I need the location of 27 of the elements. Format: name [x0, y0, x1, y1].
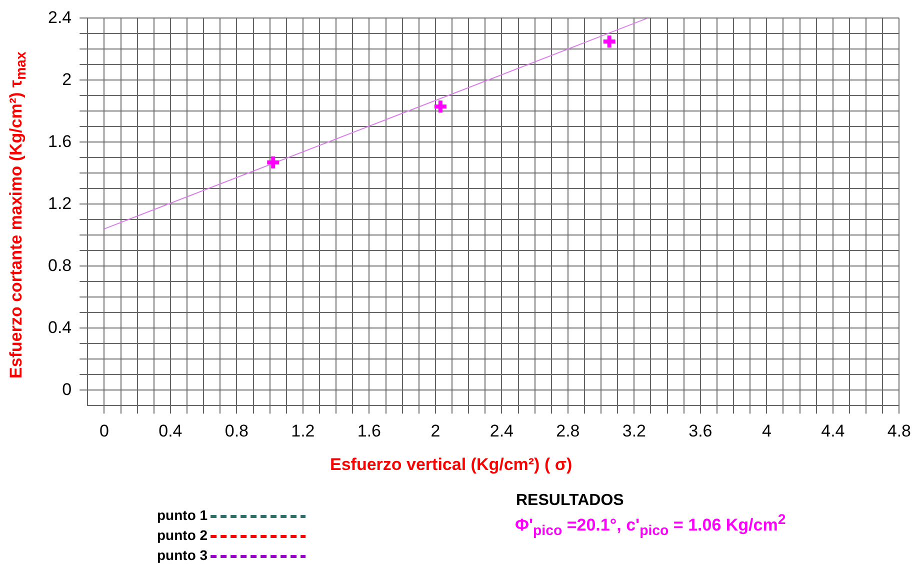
x-tick-label: 3.2 — [622, 421, 646, 440]
legend-label: punto 3 — [157, 546, 208, 563]
y-tick-label: 2.4 — [48, 8, 72, 27]
y-tick-label: 0 — [62, 380, 72, 399]
y-tick-label: 0.8 — [48, 256, 72, 275]
text: Φ'$_{pico}$ =20.1°, c'$_{pico}$ = 1.06 Kg/cm$^{2}$ — [515, 512, 786, 540]
y-tick-label: 2 — [62, 70, 72, 89]
x-tick-label: 0 — [99, 421, 109, 440]
x-tick-label: 4.4 — [821, 421, 845, 440]
y-tick-label: 1.2 — [48, 194, 72, 213]
legend-label: punto 2 — [157, 526, 208, 543]
x-tick-label: 0.8 — [224, 421, 249, 440]
x-tick-label: 4 — [762, 421, 772, 440]
x-tick-label: 2.8 — [556, 421, 580, 440]
x-tick-label: 4.8 — [887, 421, 912, 440]
text: RESULTADOS — [516, 492, 624, 510]
y-tick-label: 1.6 — [48, 132, 72, 151]
legend-label: punto 1 — [157, 506, 208, 523]
x-tick-label: 2.4 — [490, 421, 514, 440]
point — [265, 154, 282, 170]
x-axis-title: Esfuerzo vertical (Kg/cm²) ( σ) — [330, 455, 572, 475]
x-tick-label: 1.2 — [291, 421, 315, 440]
x-tick-label: 0.4 — [158, 421, 182, 440]
y-tick-label: 0.4 — [48, 318, 72, 337]
x-tick-label: 1.6 — [357, 421, 382, 440]
x-tick-label: 2 — [430, 421, 440, 440]
x-tick-label: 3.6 — [688, 421, 712, 440]
